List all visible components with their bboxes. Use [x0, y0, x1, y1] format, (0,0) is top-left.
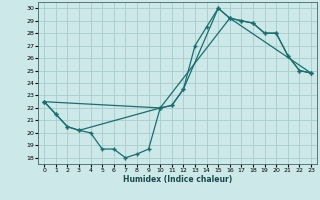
X-axis label: Humidex (Indice chaleur): Humidex (Indice chaleur): [123, 175, 232, 184]
